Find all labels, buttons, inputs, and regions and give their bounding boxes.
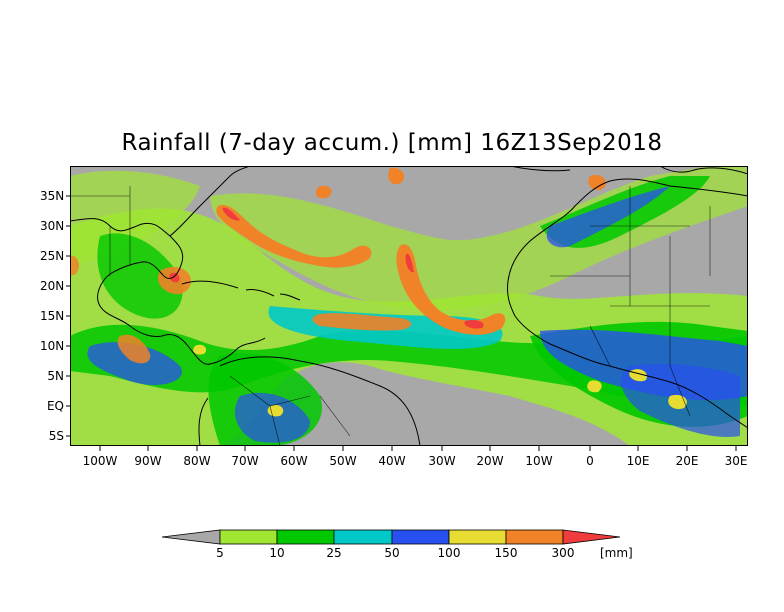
map-frame bbox=[70, 166, 748, 446]
colorbar-segment-5-10 bbox=[219, 529, 278, 545]
lon-label-20e: 20E bbox=[675, 454, 699, 468]
colorbar-label-5: 5 bbox=[216, 546, 224, 560]
colorbar-segment-25-50 bbox=[333, 529, 393, 545]
colorbar-label-100: 100 bbox=[437, 546, 461, 560]
colorbar-label-50: 50 bbox=[384, 546, 400, 560]
y-axis-ticks bbox=[66, 195, 70, 437]
colorbar-segment-100-150 bbox=[448, 529, 507, 545]
hurricane-swath-central bbox=[396, 244, 506, 335]
colorbar-segment-gt300 bbox=[562, 529, 621, 545]
rain-field-very-heavy bbox=[193, 344, 687, 417]
lat-label-30n: 30N bbox=[40, 219, 65, 233]
map-title: Rainfall (7-day accum.) [mm] 16Z13Sep201… bbox=[121, 130, 663, 156]
lon-label-40w: 40W bbox=[378, 454, 406, 468]
rainfall-map bbox=[70, 166, 748, 446]
colorbar-segment-150-300 bbox=[505, 529, 564, 545]
colorbar-segment-10-25 bbox=[276, 529, 335, 545]
lon-label-20w: 20W bbox=[476, 454, 504, 468]
lat-label-10n: 10N bbox=[40, 339, 65, 353]
rainfall-map-svg bbox=[70, 166, 748, 446]
colorbar-label-25: 25 bbox=[326, 546, 342, 560]
colorbar bbox=[161, 529, 621, 545]
lon-label-30e: 30E bbox=[724, 454, 748, 468]
x-axis-ticks bbox=[99, 446, 737, 451]
lon-label-50w: 50W bbox=[329, 454, 357, 468]
colorbar-label-150: 150 bbox=[494, 546, 518, 560]
lon-label-80w: 80W bbox=[183, 454, 211, 468]
lon-label-10w: 10W bbox=[525, 454, 553, 468]
lat-label-25n: 25N bbox=[40, 249, 65, 263]
lat-label-15n: 15N bbox=[40, 309, 65, 323]
hurricane-swath-north bbox=[216, 205, 372, 268]
rain-field-extreme bbox=[70, 167, 606, 364]
lon-label-60w: 60W bbox=[280, 454, 308, 468]
lat-label-5s: 5S bbox=[48, 429, 64, 443]
lon-label-100w: 100W bbox=[82, 454, 118, 468]
lon-label-10e: 10E bbox=[626, 454, 650, 468]
colorbar-segment-50-100 bbox=[391, 529, 450, 545]
lat-label-eq: EQ bbox=[46, 399, 64, 413]
colorbar-label-300: 300 bbox=[551, 546, 575, 560]
colorbar-segment-lt5 bbox=[161, 529, 221, 545]
lat-label-5n: 5N bbox=[47, 369, 64, 383]
colorbar-unit: [mm] bbox=[600, 546, 633, 560]
lon-label-70w: 70W bbox=[231, 454, 259, 468]
lon-label-0: 0 bbox=[586, 454, 594, 468]
country-borders bbox=[70, 186, 711, 446]
lat-label-20n: 20N bbox=[40, 279, 65, 293]
colorbar-label-10: 10 bbox=[269, 546, 285, 560]
lon-label-30w: 30W bbox=[428, 454, 456, 468]
lon-label-90w: 90W bbox=[134, 454, 162, 468]
lat-label-35n: 35N bbox=[40, 189, 65, 203]
